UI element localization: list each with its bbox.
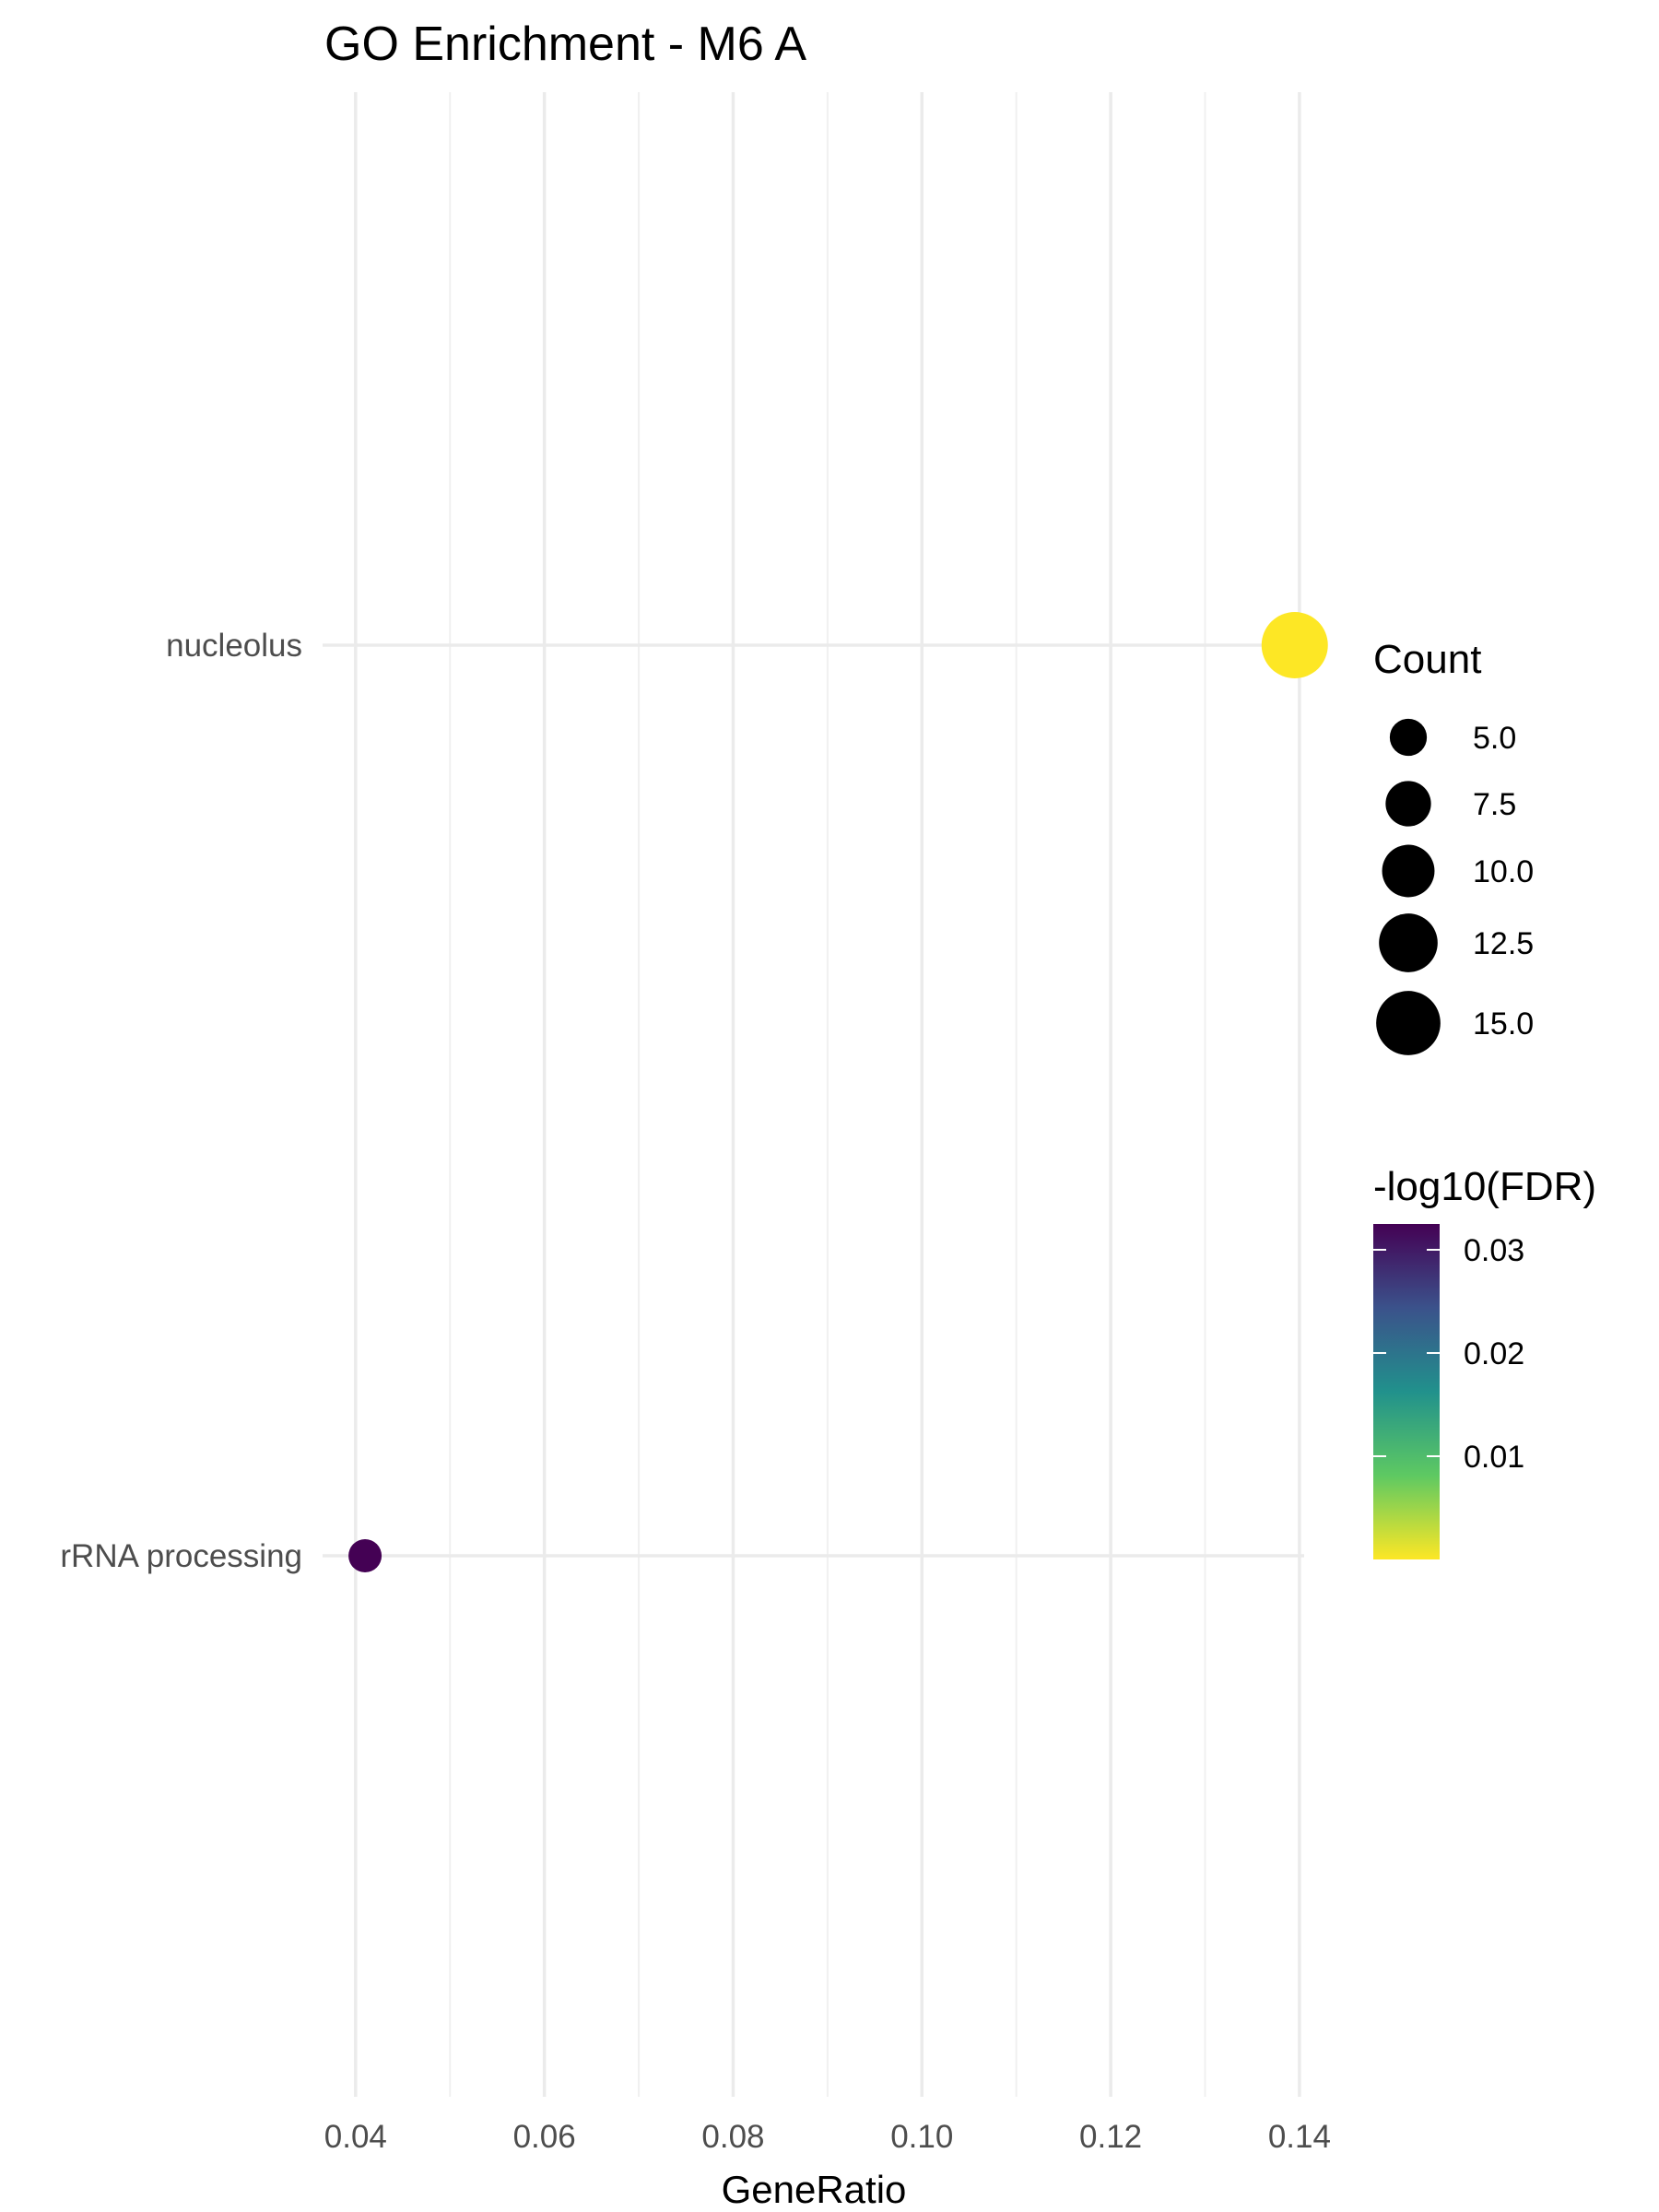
size-legend-key <box>1382 844 1435 898</box>
size-legend-label: 15.0 <box>1473 1006 1534 1041</box>
size-legend-label: 10.0 <box>1473 854 1534 889</box>
chart-title: GO Enrichment - M6 A <box>324 18 806 71</box>
x-tick-label: 0.08 <box>701 2119 764 2155</box>
data-points <box>348 612 1328 1572</box>
size-legend-label: 12.5 <box>1473 926 1534 961</box>
size-legend-key <box>1376 991 1441 1055</box>
x-tick-label: 0.12 <box>1079 2119 1142 2155</box>
size-legend-title: Count <box>1373 637 1481 682</box>
grid <box>323 92 1304 2097</box>
size-legend-key <box>1389 718 1428 757</box>
color-bar <box>1373 1224 1440 1559</box>
x-axis-tick-labels: 0.04 0.06 0.08 0.10 0.12 0.14 <box>324 2119 1331 2155</box>
size-legend: Count 5.0 7.5 10.0 12.5 15.0 <box>1373 637 1534 1055</box>
color-legend-title: -log10(FDR) <box>1373 1164 1596 1209</box>
size-legend-label: 7.5 <box>1473 787 1516 822</box>
color-legend: -log10(FDR) 0.03 0.02 0.01 <box>1373 1164 1596 1559</box>
color-legend-label: 0.02 <box>1464 1336 1524 1371</box>
x-tick-label: 0.10 <box>890 2119 953 2155</box>
y-tick-label: rRNA processing <box>60 1538 302 1574</box>
size-legend-key <box>1379 913 1438 972</box>
y-tick-label: nucleolus <box>166 628 302 664</box>
x-axis-title: GeneRatio <box>722 2168 907 2211</box>
point-rrna-processing <box>348 1539 382 1572</box>
x-tick-label: 0.06 <box>513 2119 576 2155</box>
x-tick-label: 0.14 <box>1268 2119 1331 2155</box>
size-legend-key <box>1385 781 1431 827</box>
color-legend-label: 0.03 <box>1464 1233 1524 1268</box>
y-axis-labels: nucleolus rRNA processing <box>60 628 302 1574</box>
x-tick-label: 0.04 <box>324 2119 387 2155</box>
point-nucleolus <box>1261 612 1328 678</box>
color-legend-label: 0.01 <box>1464 1440 1524 1475</box>
size-legend-label: 5.0 <box>1473 721 1516 756</box>
